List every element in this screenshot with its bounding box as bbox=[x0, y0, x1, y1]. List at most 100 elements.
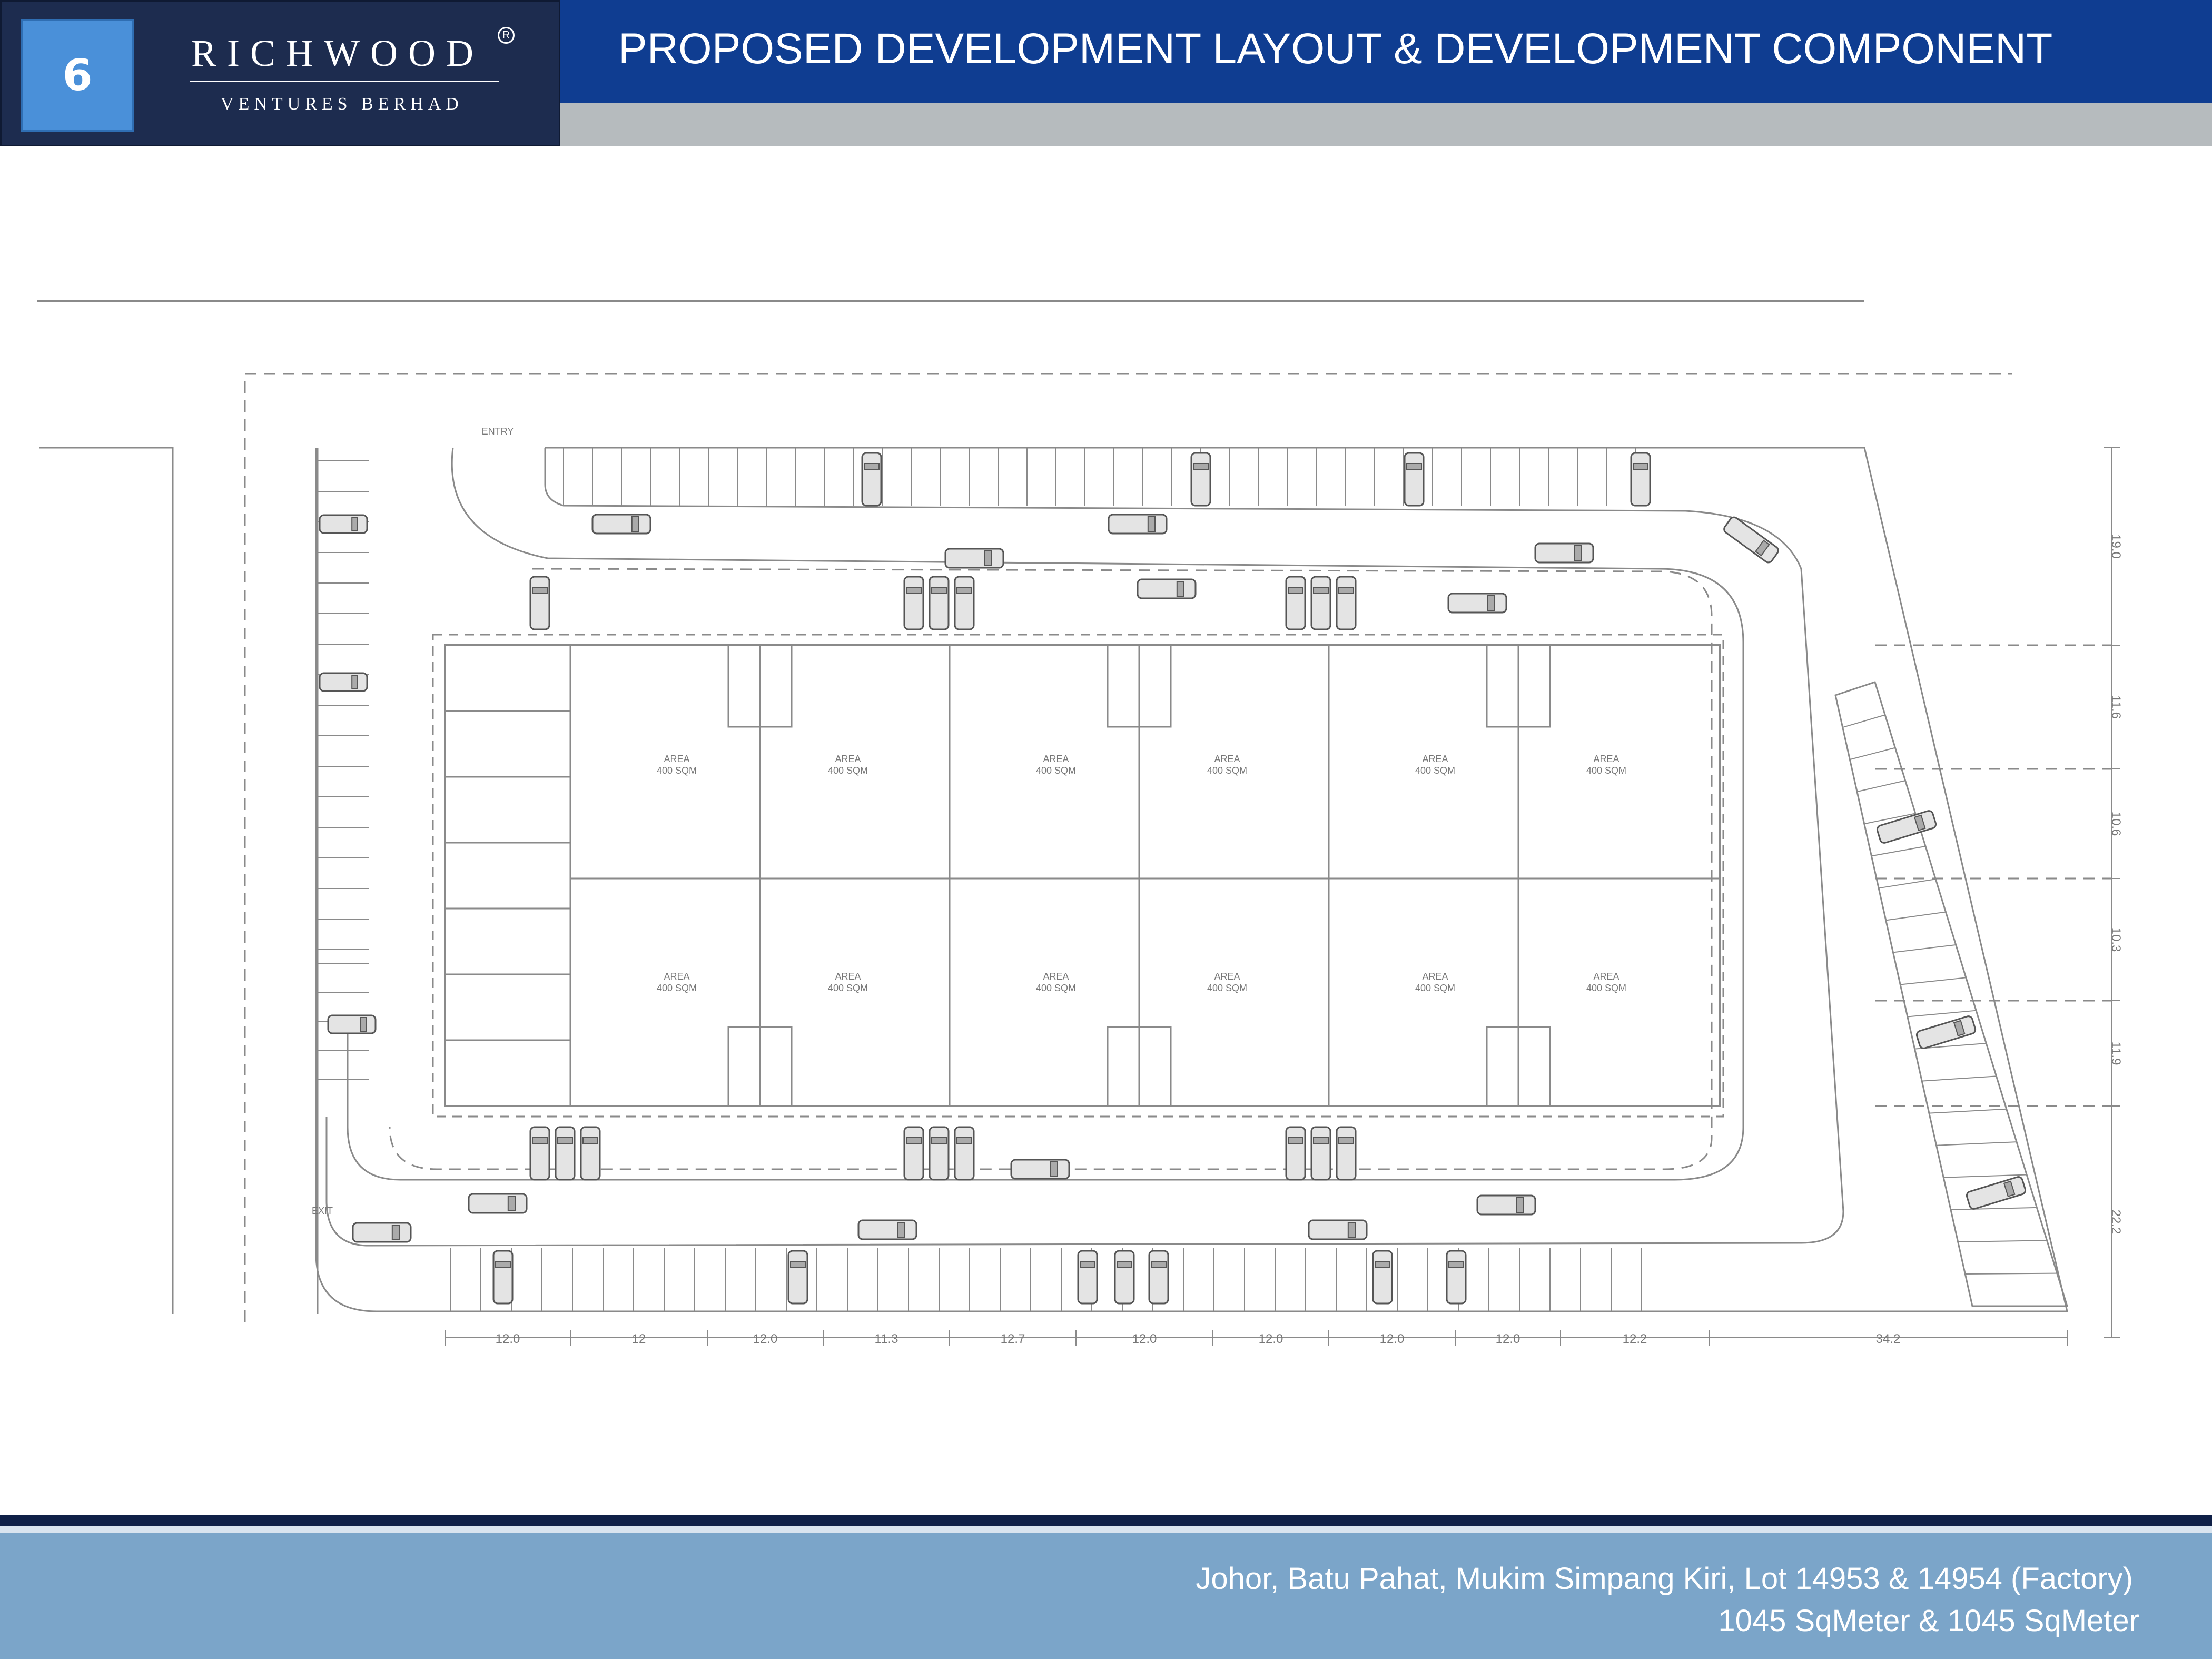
car-icon bbox=[1630, 452, 1651, 507]
bottom-dimension-label: 12.7 bbox=[1001, 1332, 1025, 1346]
car-icon bbox=[1010, 1159, 1070, 1180]
bottom-dimension-label: 12.0 bbox=[496, 1332, 520, 1346]
area-label: AREA bbox=[664, 971, 689, 982]
car-icon bbox=[1108, 514, 1168, 535]
parking-stall bbox=[1871, 845, 1926, 857]
area-label: AREA bbox=[1422, 754, 1448, 764]
car-icon bbox=[1285, 576, 1306, 630]
car-icon bbox=[929, 576, 950, 630]
brand-divider bbox=[190, 81, 499, 82]
bottom-dimension-label: 12.0 bbox=[753, 1332, 778, 1346]
car-icon bbox=[319, 514, 368, 534]
parking-stall bbox=[1835, 682, 1875, 696]
car-icon bbox=[319, 672, 368, 692]
parking-stall bbox=[1893, 944, 1956, 953]
car-icon bbox=[555, 1126, 576, 1181]
area-label: AREA bbox=[835, 971, 861, 982]
parking-stall bbox=[1864, 813, 1916, 825]
area-label: AREA bbox=[1593, 971, 1619, 982]
area-label: AREA bbox=[1043, 754, 1069, 764]
stair-core bbox=[1107, 1026, 1172, 1107]
area-value: 400 SQM bbox=[828, 765, 868, 776]
car-icon bbox=[327, 1014, 377, 1034]
car-icon bbox=[954, 576, 975, 630]
right-dimension-label: 11.9 bbox=[2109, 1042, 2123, 1065]
car-icon bbox=[929, 1126, 950, 1181]
car-icon bbox=[857, 1219, 917, 1240]
building-setback bbox=[432, 634, 1724, 1118]
right-dimension-label: 19.0 bbox=[2109, 534, 2123, 559]
footer-location: Johor, Batu Pahat, Mukim Simpang Kiri, L… bbox=[1196, 1562, 2133, 1596]
area-value: 400 SQM bbox=[828, 983, 868, 993]
area-value: 400 SQM bbox=[1036, 983, 1076, 993]
page-number-badge: 6 bbox=[21, 19, 134, 132]
car-icon bbox=[787, 1250, 808, 1305]
car-icon bbox=[1966, 1176, 2027, 1210]
car-icon bbox=[903, 1126, 924, 1181]
stair-core bbox=[727, 644, 793, 728]
car-icon bbox=[954, 1126, 975, 1181]
car-icon bbox=[529, 1126, 550, 1181]
footer-divider bbox=[0, 1515, 2212, 1526]
area-value: 400 SQM bbox=[1207, 765, 1247, 776]
logo-panel: 6 RICHWOOD R VENTURES BERHAD bbox=[0, 0, 560, 146]
brand-subtitle: VENTURES BERHAD bbox=[221, 94, 463, 114]
car-icon bbox=[352, 1222, 412, 1243]
stair-core bbox=[1107, 644, 1172, 728]
area-label: AREA bbox=[835, 754, 861, 764]
footer-bar: Johor, Batu Pahat, Mukim Simpang Kiri, L… bbox=[0, 1533, 2212, 1659]
car-icon bbox=[1310, 576, 1331, 630]
registered-mark-icon: R bbox=[498, 27, 515, 44]
car-icon bbox=[529, 576, 550, 630]
area-label: AREA bbox=[1593, 754, 1619, 764]
bottom-dimension-label: 12.0 bbox=[1496, 1332, 1520, 1346]
exit-label: EXIT bbox=[312, 1206, 333, 1216]
right-parking-block bbox=[1834, 681, 2069, 1307]
area-label: AREA bbox=[1422, 971, 1448, 982]
drive-lane-center bbox=[389, 568, 1713, 1170]
car-icon bbox=[1336, 576, 1357, 630]
right-dimension-label: 22.2 bbox=[2109, 1210, 2123, 1235]
parking-stall bbox=[1965, 1272, 2057, 1275]
right-dimension-label: 10.3 bbox=[2109, 927, 2123, 952]
car-icon bbox=[1148, 1250, 1169, 1305]
car-icon bbox=[1114, 1250, 1135, 1305]
area-value: 400 SQM bbox=[1415, 765, 1455, 776]
parking-stall bbox=[1943, 1174, 2027, 1178]
car-icon bbox=[1723, 516, 1779, 564]
parking-stall bbox=[1907, 1010, 1977, 1018]
bottom-dimension-label: 11.3 bbox=[875, 1332, 898, 1346]
title-sub-bar bbox=[560, 103, 2212, 146]
bottom-dimension-label: 12.0 bbox=[1380, 1332, 1405, 1346]
car-icon bbox=[468, 1193, 528, 1214]
area-value: 400 SQM bbox=[657, 983, 697, 993]
entry-label: ENTRY bbox=[482, 426, 514, 437]
building-outline bbox=[444, 644, 1721, 1107]
area-label: AREA bbox=[664, 754, 689, 764]
right-dimension-label: 11.6 bbox=[2109, 695, 2123, 719]
area-label: AREA bbox=[1043, 971, 1069, 982]
outer-lot-outline bbox=[315, 447, 2068, 1312]
bottom-dimension-label: 12 bbox=[632, 1332, 646, 1346]
parking-stall bbox=[1885, 911, 1946, 921]
right-dimension-label: 10.6 bbox=[2109, 812, 2123, 836]
car-icon bbox=[492, 1250, 514, 1305]
car-icon bbox=[1137, 578, 1197, 599]
area-label: AREA bbox=[1214, 971, 1240, 982]
area-value: 400 SQM bbox=[1036, 765, 1076, 776]
inner-road-outline bbox=[325, 448, 1844, 1247]
car-icon bbox=[1876, 810, 1937, 844]
car-icon bbox=[580, 1126, 601, 1181]
brand-name: RICHWOOD bbox=[191, 32, 484, 74]
parking-stall bbox=[1856, 780, 1905, 793]
bottom-dimension-label: 12.0 bbox=[1259, 1332, 1283, 1346]
car-icon bbox=[903, 576, 924, 630]
page-title: PROPOSED DEVELOPMENT LAYOUT & DEVELOPMEN… bbox=[618, 25, 2053, 73]
parking-stall bbox=[1958, 1240, 2047, 1242]
stair-core bbox=[1486, 1026, 1551, 1107]
car-icon bbox=[1190, 452, 1211, 507]
car-icon bbox=[1446, 1250, 1467, 1305]
parking-stall bbox=[1900, 977, 1966, 985]
parking-stall bbox=[1929, 1108, 2007, 1114]
